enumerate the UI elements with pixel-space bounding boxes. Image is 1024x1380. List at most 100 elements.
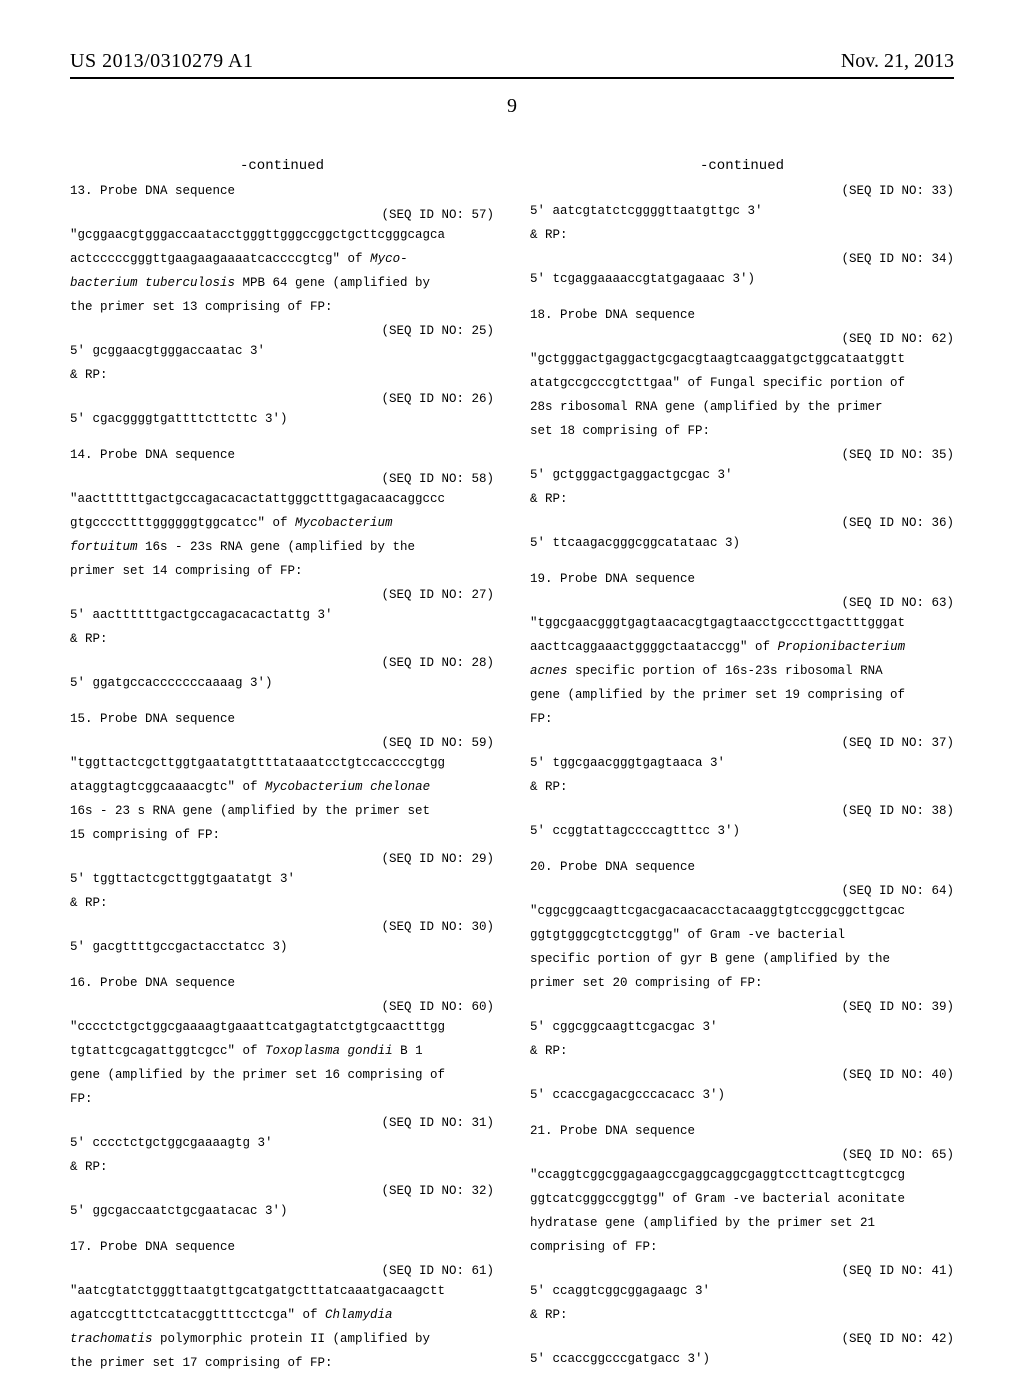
primer-fp: 5' aatcgtatctcggggttaatgttgc 3'	[530, 204, 954, 218]
seq-line: comprising of FP:	[530, 1240, 954, 1254]
sequence-entry: 17. Probe DNA sequence (SEQ ID NO: 61) "…	[70, 1240, 494, 1370]
seq-id: (SEQ ID NO: 65)	[530, 1148, 954, 1162]
rp-label: & RP:	[530, 780, 954, 794]
continued-label: -continued	[530, 158, 954, 174]
primer-fp: 5' gcggaacgtgggaccaatac 3'	[70, 344, 494, 358]
seq-line: "cccctctgctggcgaaaagtgaaattcatgagtatctgt…	[70, 1020, 494, 1034]
seq-line: gtgccccttttggggggtggcatcc" of Mycobacter…	[70, 516, 494, 530]
entry-head: 21. Probe DNA sequence	[530, 1124, 954, 1138]
seq-line: acnes specific portion of 16s-23s riboso…	[530, 664, 954, 678]
seq-id: (SEQ ID NO: 60)	[70, 1000, 494, 1014]
publication-date: Nov. 21, 2013	[841, 50, 954, 73]
seq-line: 28s ribosomal RNA gene (amplified by the…	[530, 400, 954, 414]
seq-line: the primer set 13 comprising of FP:	[70, 300, 494, 314]
primer-fp: 5' cggcggcaagttcgacgac 3'	[530, 1020, 954, 1034]
seq-id: (SEQ ID NO: 58)	[70, 472, 494, 486]
seq-id: (SEQ ID NO: 27)	[70, 588, 494, 602]
entry-head: 18. Probe DNA sequence	[530, 308, 954, 322]
seq-line: "tggcgaacgggtgagtaacacgtgagtaacctgcccttg…	[530, 616, 954, 630]
sequence-entry: 14. Probe DNA sequence (SEQ ID NO: 58) "…	[70, 448, 494, 690]
seq-id: (SEQ ID NO: 31)	[70, 1116, 494, 1130]
seq-id: (SEQ ID NO: 30)	[70, 920, 494, 934]
seq-id: (SEQ ID NO: 41)	[530, 1264, 954, 1278]
entry-head: 14. Probe DNA sequence	[70, 448, 494, 462]
entry-head: 17. Probe DNA sequence	[70, 1240, 494, 1254]
rp-label: & RP:	[530, 1044, 954, 1058]
seq-line: tgtattcgcagattggtcgcc" of Toxoplasma gon…	[70, 1044, 494, 1058]
seq-id: (SEQ ID NO: 36)	[530, 516, 954, 530]
seq-id: (SEQ ID NO: 32)	[70, 1184, 494, 1198]
header-rule	[70, 77, 954, 79]
seq-line: gene (amplified by the primer set 16 com…	[70, 1068, 494, 1082]
primer-rp: 5' tcgaggaaaaccgtatgagaaac 3')	[530, 272, 954, 286]
seq-id: (SEQ ID NO: 28)	[70, 656, 494, 670]
primer-rp: 5' ggcgaccaatctgcgaatacac 3')	[70, 1204, 494, 1218]
sequence-entry: 19. Probe DNA sequence (SEQ ID NO: 63) "…	[530, 572, 954, 838]
rp-label: & RP:	[530, 228, 954, 242]
seq-line: "gcggaacgtgggaccaatacctgggttgggccggctgct…	[70, 228, 494, 242]
seq-line: primer set 20 comprising of FP:	[530, 976, 954, 990]
seq-line: set 18 comprising of FP:	[530, 424, 954, 438]
organism-name-part: Myco-	[370, 252, 408, 266]
rp-label: & RP:	[70, 368, 494, 382]
seq-line: fortuitum 16s - 23s RNA gene (amplified …	[70, 540, 494, 554]
sequence-entry: 13. Probe DNA sequence (SEQ ID NO: 57) "…	[70, 184, 494, 426]
seq-line: ggtgtgggcgtctcggtgg" of Gram -ve bacteri…	[530, 928, 954, 942]
seq-line: "aatcgtatctgggttaatgttgcatgatgctttatcaaa…	[70, 1284, 494, 1298]
seq-line: "aacttttttgactgccagacacactattgggctttgaga…	[70, 492, 494, 506]
rp-label: & RP:	[70, 1160, 494, 1174]
primer-fp: 5' tggcgaacgggtgagtaaca 3'	[530, 756, 954, 770]
seq-line: 16s - 23 s RNA gene (amplified by the pr…	[70, 804, 494, 818]
primer-rp: 5' ttcaagacgggcggcatataac 3)	[530, 536, 954, 550]
seq-line: specific portion of gyr B gene (amplifie…	[530, 952, 954, 966]
seq-line: "cggcggcaagttcgacgacaacacctacaaggtgtccgg…	[530, 904, 954, 918]
seq-line: "tggttactcgcttggtgaatatgttttataaatcctgtc…	[70, 756, 494, 770]
seq-id: (SEQ ID NO: 42)	[530, 1332, 954, 1346]
entry-head: 20. Probe DNA sequence	[530, 860, 954, 874]
sequence-entry: 15. Probe DNA sequence (SEQ ID NO: 59) "…	[70, 712, 494, 954]
seq-id: (SEQ ID NO: 64)	[530, 884, 954, 898]
seq-line: aacttcaggaaactggggctaataccgg" of Propion…	[530, 640, 954, 654]
seq-line: atatgccgcccgtcttgaa" of Fungal specific …	[530, 376, 954, 390]
primer-fp: 5' ccaggtcggcggagaagc 3'	[530, 1284, 954, 1298]
seq-line: "gctgggactgaggactgcgacgtaagtcaaggatgctgg…	[530, 352, 954, 366]
primer-rp: 5' gacgttttgccgactacctatcc 3)	[70, 940, 494, 954]
primer-fp: 5' aacttttttgactgccagacacactattg 3'	[70, 608, 494, 622]
left-column: -continued 13. Probe DNA sequence (SEQ I…	[70, 158, 494, 1380]
seq-id: (SEQ ID NO: 62)	[530, 332, 954, 346]
seq-id: (SEQ ID NO: 61)	[70, 1264, 494, 1278]
seq-line: "ccaggtcggcggagaagccgaggcaggcgaggtccttca…	[530, 1168, 954, 1182]
seq-line: bacterium tuberculosis MPB 64 gene (ampl…	[70, 276, 494, 290]
seq-text: actcccccgggttgaagaagaaaatcaccccgtcg" of	[70, 252, 370, 266]
primer-fp: 5' tggttactcgcttggtgaatatgt 3'	[70, 872, 494, 886]
seq-id: (SEQ ID NO: 29)	[70, 852, 494, 866]
sequence-entry: (SEQ ID NO: 33) 5' aatcgtatctcggggttaatg…	[530, 184, 954, 286]
primer-rp: 5' ccaccgagacgcccacacc 3')	[530, 1088, 954, 1102]
rp-label: & RP:	[70, 896, 494, 910]
entry-head: 16. Probe DNA sequence	[70, 976, 494, 990]
seq-line: primer set 14 comprising of FP:	[70, 564, 494, 578]
right-column: -continued (SEQ ID NO: 33) 5' aatcgtatct…	[530, 158, 954, 1380]
seq-line: 15 comprising of FP:	[70, 828, 494, 842]
seq-id: (SEQ ID NO: 57)	[70, 208, 494, 222]
seq-id: (SEQ ID NO: 34)	[530, 252, 954, 266]
seq-line: trachomatis polymorphic protein II (ampl…	[70, 1332, 494, 1346]
seq-line: hydratase gene (amplified by the primer …	[530, 1216, 954, 1230]
rp-label: & RP:	[530, 492, 954, 506]
seq-id: (SEQ ID NO: 25)	[70, 324, 494, 338]
primer-rp: 5' cgacggggtgattttcttcttc 3')	[70, 412, 494, 426]
seq-id: (SEQ ID NO: 26)	[70, 392, 494, 406]
seq-line: FP:	[530, 712, 954, 726]
seq-id: (SEQ ID NO: 38)	[530, 804, 954, 818]
seq-line: actcccccgggttgaagaagaaaatcaccccgtcg" of …	[70, 252, 494, 266]
page: US 2013/0310279 A1 Nov. 21, 2013 9 -cont…	[0, 0, 1024, 1320]
page-header: US 2013/0310279 A1 Nov. 21, 2013	[70, 50, 954, 73]
seq-id: (SEQ ID NO: 39)	[530, 1000, 954, 1014]
seq-id: (SEQ ID NO: 59)	[70, 736, 494, 750]
sequence-entry: 20. Probe DNA sequence (SEQ ID NO: 64) "…	[530, 860, 954, 1102]
entry-head: 13. Probe DNA sequence	[70, 184, 494, 198]
seq-id: (SEQ ID NO: 37)	[530, 736, 954, 750]
primer-fp: 5' gctgggactgaggactgcgac 3'	[530, 468, 954, 482]
seq-id: (SEQ ID NO: 33)	[530, 184, 954, 198]
seq-line: the primer set 17 comprising of FP:	[70, 1356, 494, 1370]
